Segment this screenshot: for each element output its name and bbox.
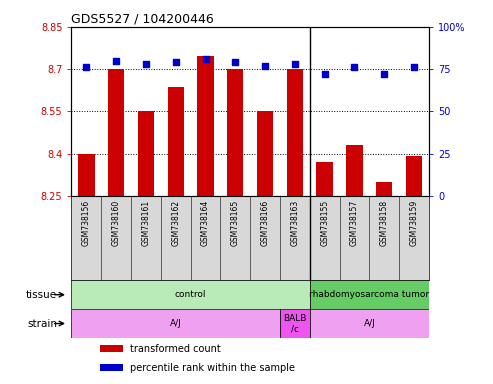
Bar xyxy=(346,145,363,196)
Bar xyxy=(197,56,213,196)
Point xyxy=(202,56,210,62)
Bar xyxy=(227,69,244,196)
Text: GSM738161: GSM738161 xyxy=(141,200,150,246)
Bar xyxy=(108,69,124,196)
Bar xyxy=(100,364,123,371)
Text: BALB
/c: BALB /c xyxy=(283,314,307,333)
Point xyxy=(112,58,120,64)
Text: A/J: A/J xyxy=(363,319,375,328)
Point xyxy=(351,65,358,71)
Text: transformed count: transformed count xyxy=(130,344,220,354)
Text: GSM738156: GSM738156 xyxy=(82,200,91,246)
Point xyxy=(291,61,299,67)
Text: GSM738166: GSM738166 xyxy=(261,200,270,246)
Text: GSM738162: GSM738162 xyxy=(171,200,180,246)
Bar xyxy=(310,280,429,309)
Point xyxy=(380,71,388,77)
Point xyxy=(261,63,269,69)
Bar xyxy=(71,280,310,309)
Text: GDS5527 / 104200446: GDS5527 / 104200446 xyxy=(71,13,214,26)
Bar xyxy=(317,162,333,196)
Bar xyxy=(287,69,303,196)
Text: A/J: A/J xyxy=(170,319,181,328)
Bar xyxy=(406,156,422,196)
Bar xyxy=(310,309,429,338)
Point xyxy=(172,59,179,65)
Bar xyxy=(280,309,310,338)
Bar xyxy=(257,111,273,196)
Text: GSM738159: GSM738159 xyxy=(410,200,419,246)
Point xyxy=(410,65,418,71)
Text: GSM738163: GSM738163 xyxy=(290,200,299,246)
Point xyxy=(142,61,150,67)
Text: tissue: tissue xyxy=(26,290,57,300)
Text: GSM738160: GSM738160 xyxy=(111,200,121,246)
Text: strain: strain xyxy=(27,318,57,329)
Text: GSM738158: GSM738158 xyxy=(380,200,389,246)
Point xyxy=(321,71,329,77)
Bar xyxy=(78,154,95,196)
Bar xyxy=(100,345,123,352)
Text: GSM738155: GSM738155 xyxy=(320,200,329,246)
Bar xyxy=(71,309,280,338)
Text: control: control xyxy=(175,290,207,299)
Text: rhabdomyosarcoma tumor: rhabdomyosarcoma tumor xyxy=(309,290,429,299)
Bar xyxy=(138,111,154,196)
Bar xyxy=(168,88,184,196)
Text: percentile rank within the sample: percentile rank within the sample xyxy=(130,363,295,373)
Point xyxy=(231,59,239,65)
Point xyxy=(82,65,90,71)
Text: GSM738165: GSM738165 xyxy=(231,200,240,246)
Bar xyxy=(376,182,392,196)
Text: GSM738157: GSM738157 xyxy=(350,200,359,246)
Text: GSM738164: GSM738164 xyxy=(201,200,210,246)
